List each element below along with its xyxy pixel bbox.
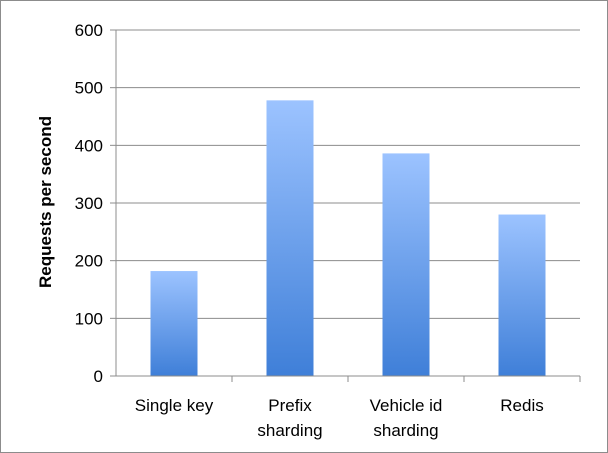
y-tick-label: 500 — [75, 79, 103, 98]
y-tick-label: 0 — [94, 367, 103, 386]
tick-labels: 0 100 200 300 400 500 600 Single key Prefix shard… — [75, 21, 544, 440]
y-tick-label: 600 — [75, 21, 103, 40]
bar — [498, 214, 546, 376]
x-tick-label: sharding — [257, 421, 322, 440]
x-tick-label: Single key — [135, 396, 214, 415]
x-tick-label: Vehicle id — [370, 396, 443, 415]
x-tick-label: Redis — [500, 396, 543, 415]
y-tick-label: 300 — [75, 194, 103, 213]
y-tick-label: 100 — [75, 309, 103, 328]
axes — [110, 29, 581, 382]
y-axis-title: Requests per second — [36, 116, 55, 288]
bar — [150, 271, 198, 376]
x-tick-label: Prefix — [268, 396, 312, 415]
bar — [382, 153, 430, 376]
bars — [150, 100, 546, 376]
bar — [266, 100, 314, 376]
y-tick-label: 200 — [75, 252, 103, 271]
y-tick-label: 400 — [75, 136, 103, 155]
x-tick-label: sharding — [373, 421, 438, 440]
